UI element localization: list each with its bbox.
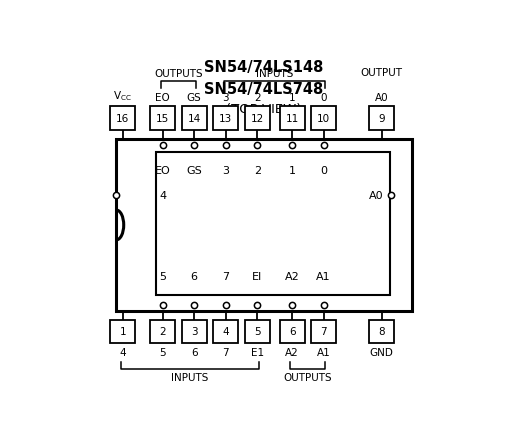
Bar [213, 107, 238, 131]
Text: 12: 12 [251, 114, 264, 124]
Bar [116, 139, 411, 311]
Bar [150, 107, 175, 131]
Text: 6: 6 [289, 327, 296, 337]
Text: 13: 13 [219, 114, 232, 124]
Bar [110, 107, 135, 131]
Bar [182, 320, 207, 344]
Text: 7: 7 [222, 347, 229, 358]
Text: 1: 1 [119, 327, 126, 337]
Text: 14: 14 [187, 114, 201, 124]
Text: 0: 0 [320, 166, 327, 176]
Text: OUTPUT: OUTPUT [360, 68, 403, 77]
Text: 7: 7 [222, 272, 229, 282]
Text: EO: EO [155, 166, 170, 176]
Text: 5: 5 [159, 272, 166, 282]
Text: 5: 5 [254, 327, 261, 337]
Text: SN54/74LS748: SN54/74LS748 [204, 81, 323, 96]
Text: OUTPUTS: OUTPUTS [284, 372, 332, 382]
Text: 2: 2 [254, 166, 261, 176]
Text: 5: 5 [160, 347, 166, 358]
Bar [280, 107, 304, 131]
Text: A0: A0 [375, 93, 388, 103]
Bar [182, 107, 207, 131]
Text: 7: 7 [320, 327, 327, 337]
Text: 6: 6 [191, 347, 198, 358]
Bar [110, 320, 135, 344]
Text: 6: 6 [191, 272, 198, 282]
Text: 2: 2 [254, 93, 261, 103]
Text: 1: 1 [288, 166, 296, 176]
Text: 0: 0 [320, 93, 327, 103]
Text: E1: E1 [251, 347, 264, 358]
Text: 1: 1 [289, 93, 296, 103]
Text: GS: GS [186, 166, 202, 176]
Text: 11: 11 [285, 114, 299, 124]
Text: EI: EI [252, 272, 263, 282]
Text: A2: A2 [285, 347, 299, 358]
Text: A1: A1 [316, 272, 331, 282]
Bar [213, 320, 238, 344]
Text: A1: A1 [317, 347, 331, 358]
Text: A2: A2 [285, 272, 300, 282]
Bar [156, 153, 390, 295]
Text: 4: 4 [160, 190, 166, 201]
Bar [150, 320, 175, 344]
Bar [369, 107, 394, 131]
Bar [245, 320, 270, 344]
Text: INPUTS: INPUTS [171, 372, 209, 382]
Text: 3: 3 [191, 327, 198, 337]
Text: 2: 2 [160, 327, 166, 337]
Text: A0: A0 [369, 190, 383, 201]
Text: 8: 8 [379, 327, 385, 337]
Text: (TOP VIEW): (TOP VIEW) [226, 103, 302, 116]
Text: SN54/74LS148: SN54/74LS148 [204, 60, 323, 75]
Bar [311, 107, 336, 131]
Text: OUTPUTS: OUTPUTS [154, 69, 203, 79]
Text: GS: GS [187, 93, 201, 103]
Bar [369, 320, 394, 344]
Bar [280, 320, 304, 344]
Text: 3: 3 [222, 93, 229, 103]
Text: INPUTS: INPUTS [256, 69, 294, 79]
Text: GND: GND [370, 347, 393, 358]
Text: 9: 9 [379, 114, 385, 124]
Text: 4: 4 [222, 327, 229, 337]
Bar [245, 107, 270, 131]
Text: EO: EO [156, 93, 170, 103]
Bar [311, 320, 336, 344]
Text: 10: 10 [317, 114, 330, 124]
Text: V$_{\mathregular{CC}}$: V$_{\mathregular{CC}}$ [113, 89, 132, 103]
Text: 16: 16 [116, 114, 129, 124]
Text: 4: 4 [119, 347, 126, 358]
Text: 3: 3 [222, 166, 229, 176]
Text: 15: 15 [156, 114, 169, 124]
